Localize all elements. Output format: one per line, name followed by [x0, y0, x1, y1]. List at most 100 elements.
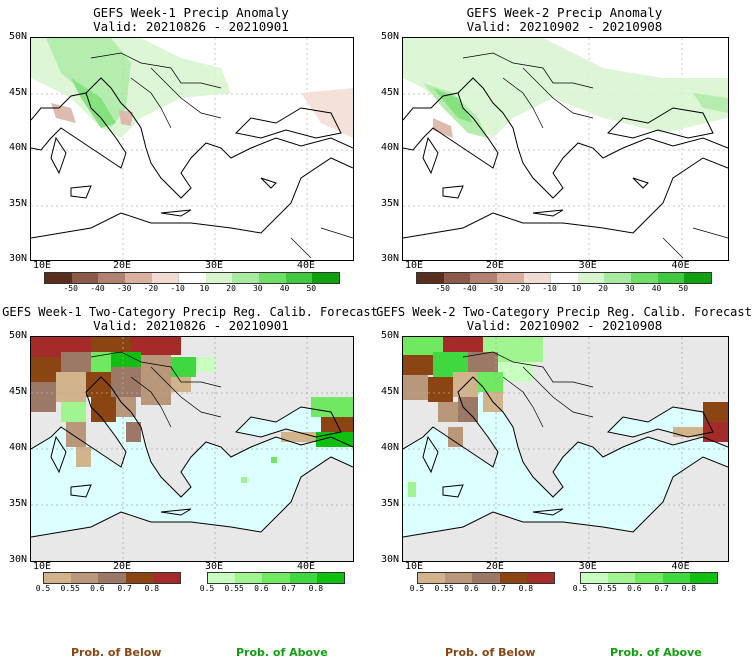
anomaly-swatch	[417, 273, 444, 283]
anomaly-swatch	[178, 273, 206, 283]
above-colorbar-week1	[207, 572, 345, 584]
probability-map-week1	[30, 336, 354, 562]
borders	[462, 52, 728, 259]
anomaly-swatch	[259, 273, 286, 283]
anomaly-swatch	[577, 273, 605, 283]
colorbar-tick: -10	[542, 284, 557, 293]
precip-anomaly-field	[31, 38, 353, 138]
colorbar-tick: 0.5	[572, 584, 588, 593]
colorbar-tick: 0.55	[597, 584, 617, 593]
below-swatch	[152, 573, 181, 583]
above-caption-week1: Prob. of Above	[236, 646, 328, 659]
lat-label: 50N	[380, 31, 399, 42]
above-swatch	[316, 573, 345, 583]
below-swatch	[445, 573, 473, 583]
below-swatch	[418, 573, 446, 583]
colorbar-tick: -30	[488, 284, 504, 293]
anomaly-swatch	[523, 273, 551, 283]
colorbar-tick: 0.8	[308, 584, 324, 593]
above-swatch	[662, 573, 690, 583]
panel1-valid: Valid: 20210826 - 20210901	[93, 19, 289, 34]
colorbar-tick: 0.5	[35, 584, 51, 593]
colorbar-tick: 40	[651, 284, 662, 293]
colorbar-tick: 0.5	[199, 584, 215, 593]
colorbar-tick: 0.5	[409, 584, 425, 593]
lat-label: 40N	[380, 442, 399, 453]
lon-label: 10E	[404, 260, 424, 271]
anomaly-swatch	[98, 273, 125, 283]
panel2-valid: Valid: 20210902 - 20210908	[466, 19, 663, 34]
borders	[462, 351, 594, 428]
colorbar-tick: 0.6	[254, 584, 269, 593]
colorbar-tick: 30	[252, 284, 263, 293]
anomaly-swatch	[443, 273, 471, 283]
anomaly-swatch	[496, 273, 524, 283]
lon-label: 30E	[578, 561, 597, 572]
panel4-title: GEFS Week-2 Two-Category Precip Reg. Cal…	[376, 305, 752, 319]
colorbar-tick: 30	[624, 284, 635, 293]
probability-field	[31, 337, 353, 483]
map-svg	[31, 337, 353, 561]
borders	[90, 351, 222, 428]
lat-label: 50N	[8, 31, 27, 42]
panel1-title: GEFS Week-1 Precip Anomaly	[93, 5, 289, 20]
below-swatch	[98, 573, 126, 583]
colorbar-tick: 20	[226, 284, 236, 293]
below-colorbar-week2	[417, 572, 555, 584]
colorbar-tick: 10	[571, 284, 582, 293]
colorbar-tick: -50	[435, 284, 450, 293]
probability-map-week2	[402, 336, 729, 562]
colorbar-tick: 0.6	[90, 584, 105, 593]
anomaly-map-week1	[30, 37, 354, 261]
colorbar-tick: 0.7	[654, 584, 669, 593]
colorbar-tick: -20	[515, 284, 531, 293]
lat-label: 45N	[380, 386, 399, 397]
anomaly-swatch	[124, 273, 152, 283]
colorbar-tick: -50	[63, 284, 78, 293]
lat-label: 30N	[380, 554, 399, 565]
anomaly-swatch	[45, 273, 72, 283]
above-swatch	[208, 573, 236, 583]
anomaly-swatch	[151, 273, 179, 283]
below-swatch	[44, 573, 72, 583]
colorbar-tick: 0.8	[681, 584, 697, 593]
lon-label: 40E	[296, 260, 316, 271]
above-caption-week2: Prob. of Above	[610, 646, 702, 659]
sea-area	[31, 377, 353, 561]
below-swatch	[499, 573, 527, 583]
anomaly-colorbar-week2	[416, 272, 712, 284]
anomaly-swatch	[470, 273, 497, 283]
colorbar-tick: 0.55	[224, 584, 244, 593]
above-colorbar-week2	[580, 572, 718, 584]
lon-label: 20E	[112, 260, 132, 271]
lat-label: 45N	[380, 86, 399, 98]
lat-label: 30N	[8, 253, 27, 264]
below-swatch	[71, 573, 99, 583]
anomaly-swatch	[631, 273, 658, 283]
lon-label: 40E	[671, 260, 690, 271]
map-svg	[31, 38, 353, 260]
panel3-valid: Valid: 20210826 - 20210901	[93, 318, 289, 333]
lon-label: 10E	[32, 561, 52, 572]
colorbar-tick: 0.6	[627, 584, 642, 593]
lat-label: 40N	[380, 142, 399, 153]
anomaly-swatch	[71, 273, 99, 283]
anomaly-swatch	[312, 273, 340, 283]
above-swatch	[235, 573, 263, 583]
anomaly-colorbar-week1	[44, 272, 340, 284]
lat-label: 35N	[380, 498, 399, 509]
below-caption-week2: Prob. of Below	[445, 646, 536, 659]
colorbar-tick: -10	[170, 284, 185, 293]
lat-label: 45N	[8, 386, 27, 397]
colorbar-tick: 0.8	[144, 584, 160, 593]
sea-area	[403, 377, 728, 561]
anomaly-swatch	[232, 273, 260, 283]
above-swatch	[689, 573, 718, 583]
precip-anomaly-field	[403, 38, 728, 138]
lat-label: 35N	[8, 197, 27, 209]
coastlines	[403, 77, 728, 239]
lat-label: 30N	[8, 554, 27, 565]
colorbar-tick: -40	[90, 284, 105, 293]
colorbar-tick: 0.7	[117, 584, 132, 593]
anomaly-swatch	[550, 273, 578, 283]
